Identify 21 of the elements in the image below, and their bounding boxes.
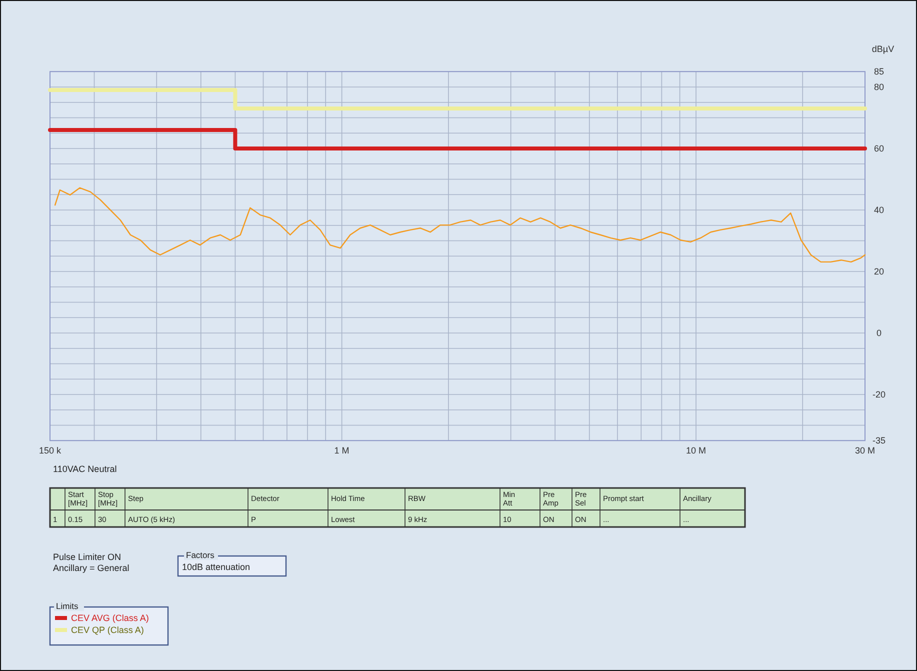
x-tick-label: 1 M: [334, 446, 350, 456]
text: Pulse Limiter ON: [53, 552, 122, 562]
x-tick-label: 30 M: [854, 446, 876, 456]
x-tick-label: 10 M: [686, 446, 706, 456]
y-tick-label: 40: [874, 204, 884, 215]
text: Ancillary = General: [53, 563, 130, 573]
legend-label: CEV AVG (Class A): [71, 613, 149, 623]
legend-label: CEV QP (Class A): [71, 625, 144, 635]
y-axis-title: dBµV: [872, 44, 894, 54]
y-tick-label: 80: [874, 82, 884, 92]
legend-title: Limits: [56, 601, 78, 611]
y-tick-label: 0: [876, 328, 882, 338]
y-tick-label: 85: [874, 66, 884, 77]
text: Factors: [186, 550, 214, 560]
y-tick-label: -20: [872, 389, 886, 400]
y-tick-label: 60: [874, 143, 884, 154]
x-tick-label: 150 k: [38, 446, 62, 456]
text: 10dB attenuation: [182, 562, 250, 572]
text: 110VAC Neutral: [53, 464, 117, 474]
y-tick-label: 20: [874, 266, 884, 276]
y-tick-label: -35: [872, 436, 886, 446]
